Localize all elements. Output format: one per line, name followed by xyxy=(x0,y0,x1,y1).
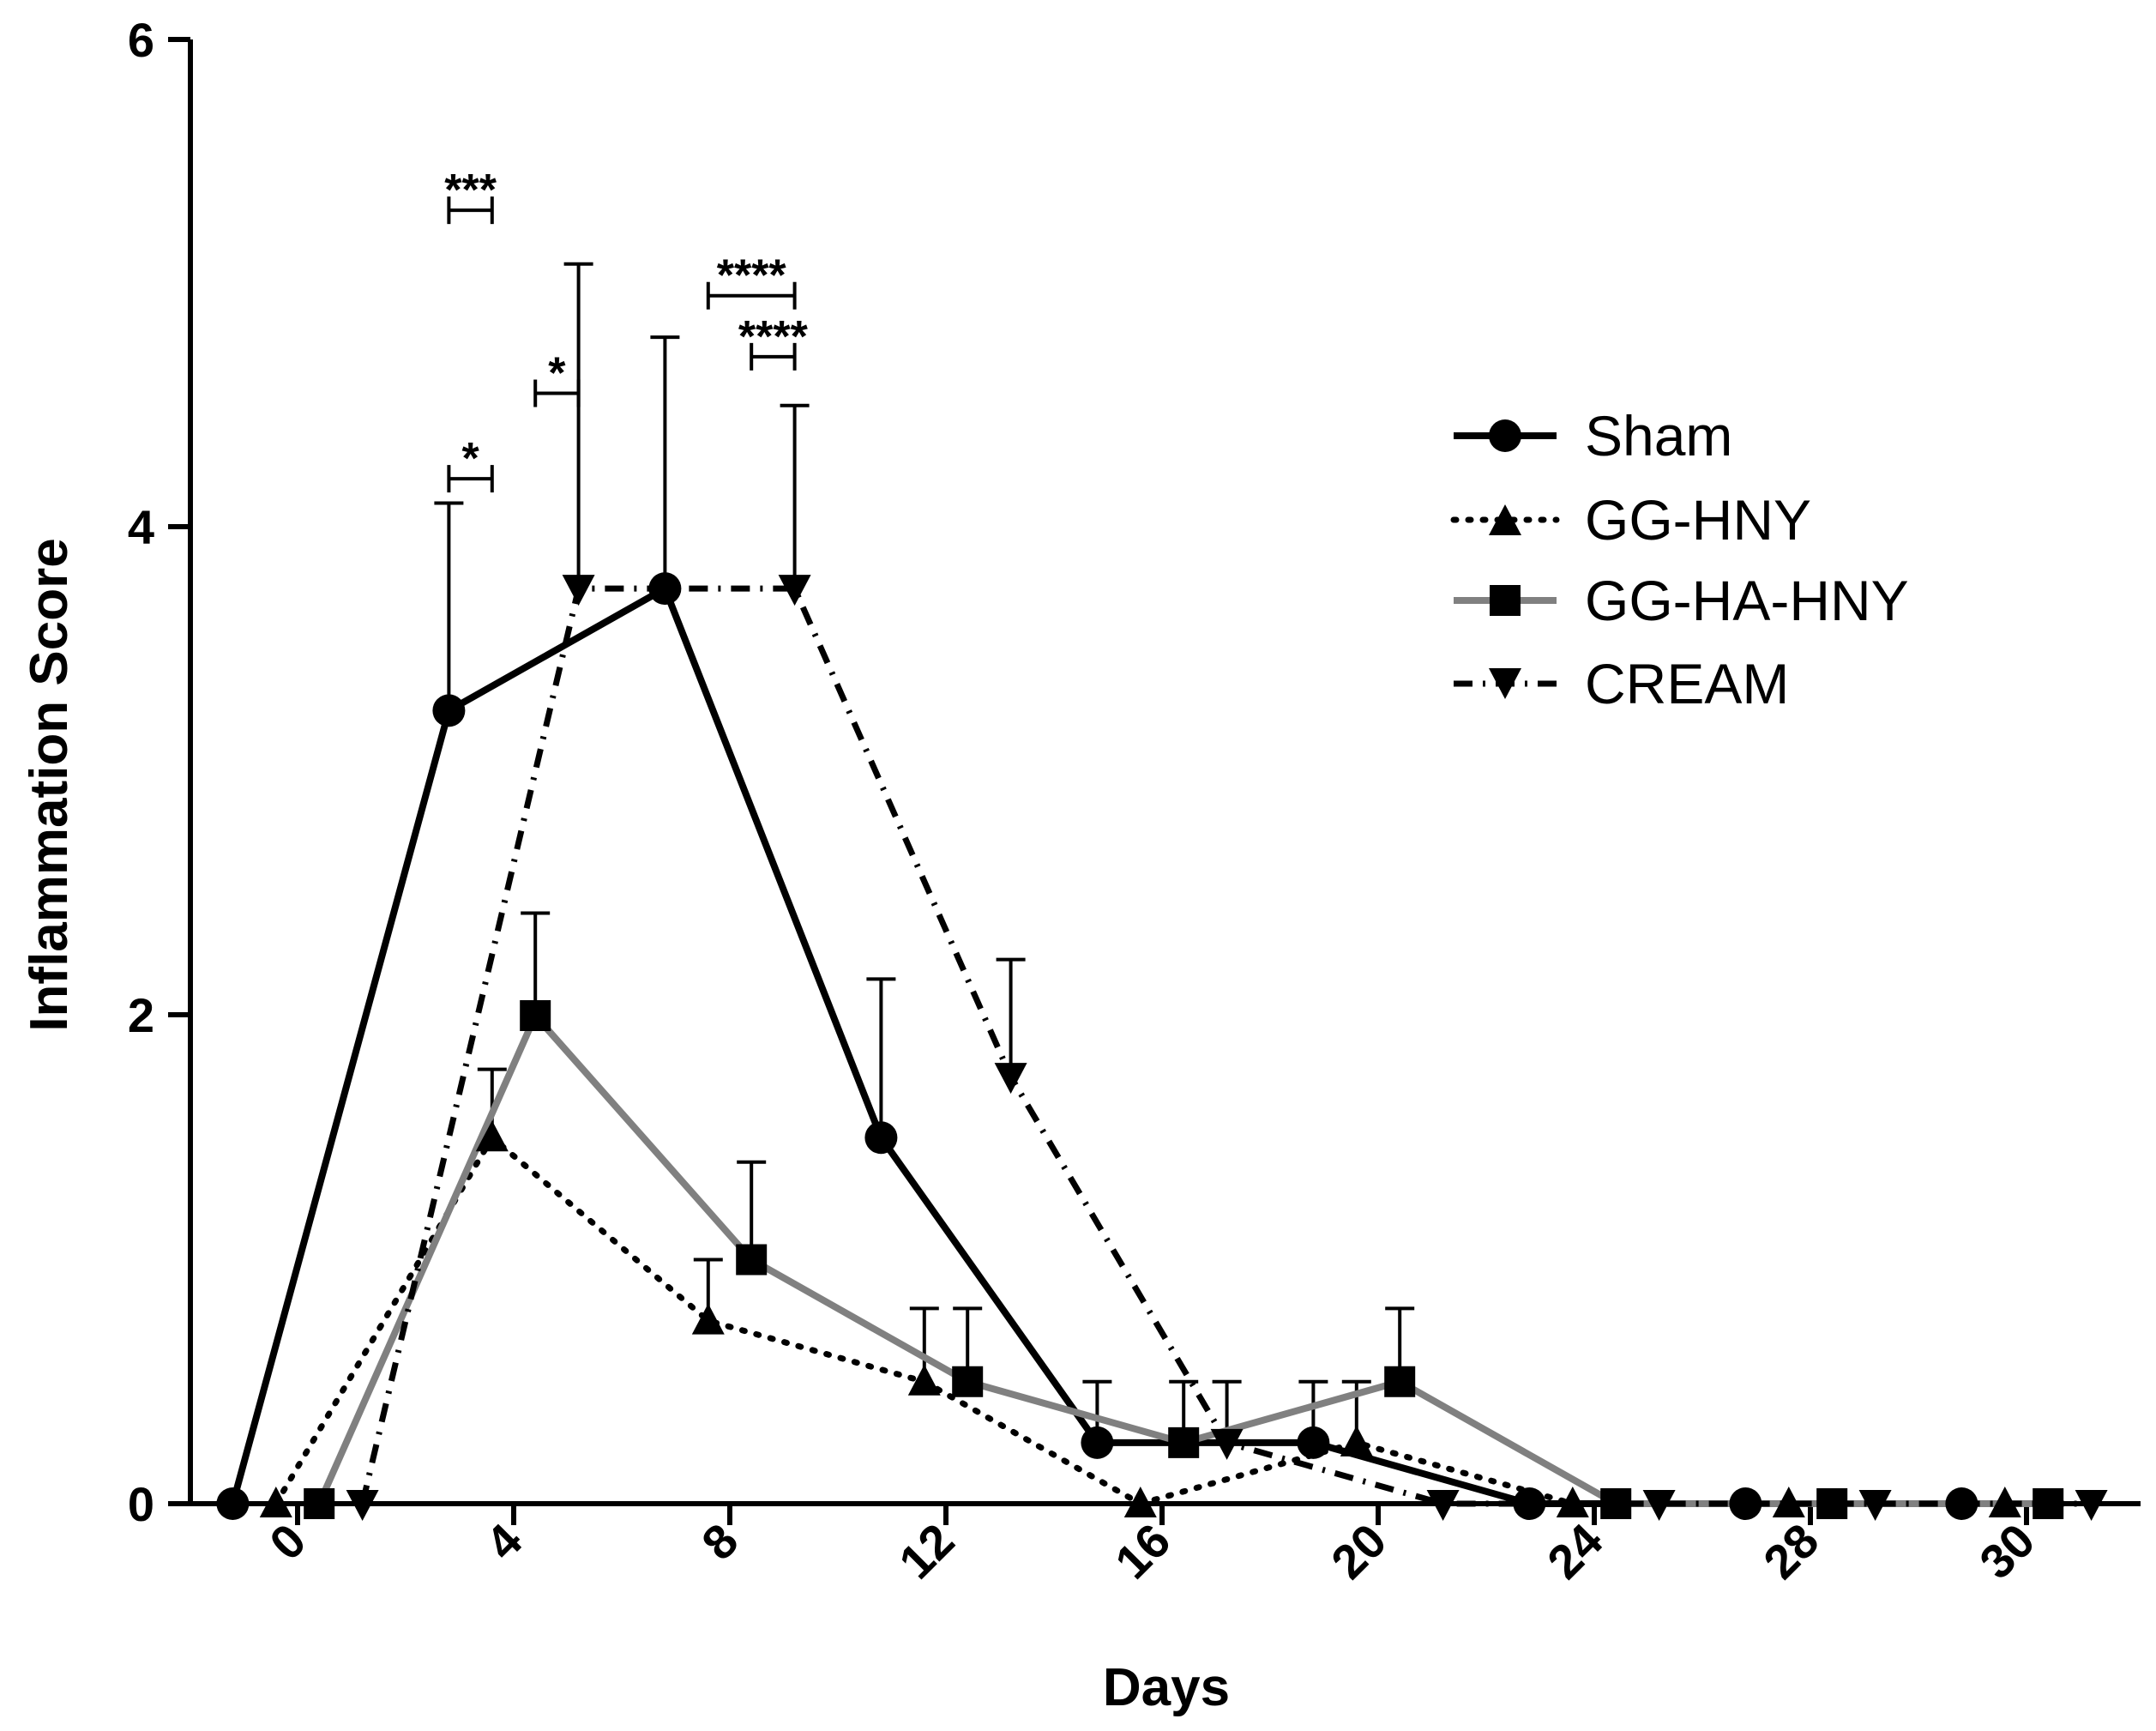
y-tick-label: 4 xyxy=(128,500,154,554)
significance-annotations: ************* xyxy=(444,166,809,493)
data-point-sham xyxy=(1081,1426,1114,1459)
significance-label: **** xyxy=(717,251,787,301)
y-tick-label: 6 xyxy=(128,13,154,67)
legend-item-gg-hny: GG-HNY xyxy=(1450,488,1811,552)
y-tick-label: 0 xyxy=(128,1477,154,1531)
x-tick-label: 0 xyxy=(259,1513,316,1571)
x-tick-label: 8 xyxy=(691,1513,749,1571)
series-line-gg-hny xyxy=(273,1134,2008,1507)
data-point-gg-ha-hny xyxy=(1168,1426,1200,1458)
data-point-gg-ha-hny xyxy=(736,1244,768,1276)
y-axis-label: Inflammation Score xyxy=(20,538,79,1031)
x-tick-label: 24 xyxy=(1537,1513,1613,1589)
data-point-sham xyxy=(864,1121,898,1155)
data-point-gg-hny xyxy=(1340,1425,1373,1457)
data-point-sham xyxy=(1729,1487,1762,1520)
data-point-gg-ha-hny xyxy=(1816,1488,1848,1519)
data-point-sham xyxy=(216,1487,250,1520)
legend-label-gg-hny: GG-HNY xyxy=(1585,488,1811,552)
x-tick-label: 20 xyxy=(1321,1513,1397,1589)
legend: Sham GG-HNY GG-HA-HNY CREAM xyxy=(1450,404,1909,715)
legend-item-sham: Sham xyxy=(1454,404,1732,467)
y-tick-label: 2 xyxy=(128,988,154,1042)
data-point-sham xyxy=(1297,1426,1330,1459)
x-axis-label: Days xyxy=(1103,1658,1230,1717)
data-point-gg-hny xyxy=(691,1303,725,1335)
series-line-sham xyxy=(229,585,1962,1507)
square-marker-icon xyxy=(1490,585,1521,616)
legend-label-cream: CREAM xyxy=(1585,652,1789,715)
data-point-gg-ha-hny xyxy=(2033,1488,2064,1519)
significance-label: * xyxy=(548,349,566,399)
data-point-gg-ha-hny xyxy=(304,1488,335,1519)
data-point-sham xyxy=(432,694,466,727)
series-line-cream xyxy=(359,585,2092,1507)
circle-marker-icon xyxy=(1489,419,1521,452)
data-point-gg-ha-hny xyxy=(1384,1366,1416,1397)
data-point-gg-ha-hny xyxy=(520,1000,551,1031)
significance-label: **** xyxy=(738,312,809,362)
x-tick-label: 28 xyxy=(1753,1513,1829,1589)
data-point-gg-ha-hny xyxy=(1600,1488,1632,1519)
x-tick-label: 30 xyxy=(1969,1513,2045,1589)
data-point-sham xyxy=(648,572,682,606)
data-point-cream xyxy=(562,575,595,606)
x-tick-label: 16 xyxy=(1105,1513,1181,1589)
legend-item-cream: CREAM xyxy=(1454,652,1789,715)
series-lines xyxy=(229,585,2092,1507)
data-point-cream xyxy=(994,1063,1027,1095)
x-tick-label: 12 xyxy=(888,1513,965,1589)
legend-label-gg-ha-hny: GG-HA-HNY xyxy=(1585,569,1909,632)
significance-label: *** xyxy=(444,166,497,215)
triangle-down-marker-icon xyxy=(1489,668,1521,699)
data-point-sham xyxy=(1513,1487,1546,1520)
data-point-sham xyxy=(1945,1487,1978,1520)
error-bars xyxy=(434,262,1415,1443)
legend-label-sham: Sham xyxy=(1585,404,1732,467)
series-markers xyxy=(216,572,2108,1521)
significance-label: * xyxy=(461,434,479,484)
data-point-gg-ha-hny xyxy=(952,1366,984,1397)
legend-item-gg-ha-hny: GG-HA-HNY xyxy=(1454,569,1909,632)
x-tick-label: 4 xyxy=(475,1513,533,1571)
